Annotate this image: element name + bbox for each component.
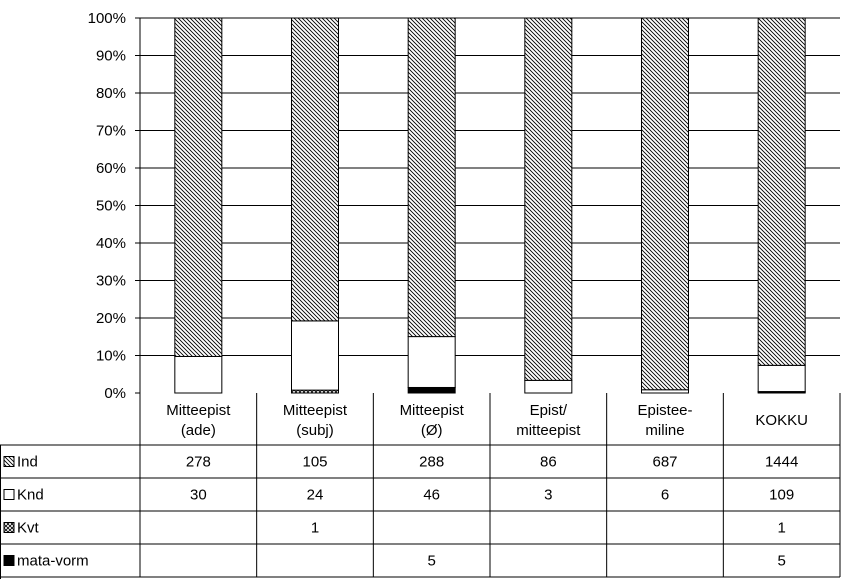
- data-label: 278: [186, 454, 211, 471]
- category-label: Epist/: [530, 402, 568, 419]
- category-label: (ade): [181, 422, 216, 439]
- data-label: 288: [419, 454, 444, 471]
- data-label: 46: [423, 487, 440, 504]
- legend-label: Kvt: [17, 520, 40, 537]
- data-label: 1: [311, 520, 319, 537]
- data-label: 1444: [765, 454, 798, 471]
- category-label: (Ø): [421, 422, 443, 439]
- y-tick-label: 90%: [96, 48, 126, 65]
- category-label: Mitteepist: [283, 402, 348, 419]
- bar-segment-knd: [524, 379, 573, 394]
- data-label: 105: [302, 454, 327, 471]
- legend-key: [3, 489, 15, 500]
- data-label: 3: [544, 487, 552, 504]
- category-label: Mitteepist: [166, 402, 231, 419]
- data-label: 86: [540, 454, 557, 471]
- bar-segment-ind: [757, 17, 806, 366]
- legend-label: Ind: [17, 454, 38, 471]
- gridlines: [140, 17, 840, 356]
- data-label: 5: [427, 553, 435, 570]
- bar-segment-ind: [174, 17, 223, 357]
- bar-segment-mata-vorm: [407, 386, 456, 394]
- bar-segment-ind: [524, 17, 573, 381]
- data-label: 1: [777, 520, 785, 537]
- legend-key: [3, 456, 15, 467]
- bar-segment-knd: [407, 336, 456, 388]
- y-tick-label: 20%: [96, 310, 126, 327]
- category-label: KOKKU: [755, 412, 808, 429]
- data-table: Mitteepist (ade) Mitteepist (subj) Mitteepis…: [0, 393, 841, 579]
- category-label: miline: [645, 422, 684, 439]
- bar-segment-ind: [291, 17, 339, 322]
- bar-segment-knd: [291, 320, 339, 391]
- bars: [174, 17, 806, 394]
- legend-label: Knd: [17, 487, 44, 504]
- category-label: (subj): [296, 422, 334, 439]
- y-tick-label: 60%: [96, 160, 126, 177]
- bar-segment-ind: [407, 17, 456, 338]
- y-tick-label: 70%: [96, 123, 126, 140]
- data-label: 6: [661, 487, 669, 504]
- category-label: Mitteepist: [400, 402, 465, 419]
- y-tick-label: 10%: [96, 348, 126, 365]
- data-label: 5: [777, 553, 785, 570]
- y-axis: 0% 10% 20% 30% 40% 50% 60% 70% 80% 90% 100%: [88, 10, 141, 402]
- category-label: Epistee-: [637, 402, 692, 419]
- bar-segment-knd: [174, 355, 223, 394]
- y-tick-label: 40%: [96, 235, 126, 252]
- y-tick-label: 0%: [104, 385, 126, 402]
- legend-key: [3, 522, 15, 533]
- bar-segment-knd: [757, 364, 806, 393]
- legend-key: [3, 555, 15, 566]
- category-label: mitteepist: [516, 422, 581, 439]
- data-label: 24: [307, 487, 324, 504]
- y-tick-label: 80%: [96, 85, 126, 102]
- data-label: 109: [769, 487, 794, 504]
- y-tick-label: 100%: [88, 10, 126, 27]
- y-tick-label: 50%: [96, 198, 126, 215]
- legend-label: mata-vorm: [17, 553, 89, 570]
- data-label: 687: [652, 454, 677, 471]
- y-tick-label: 30%: [96, 273, 126, 290]
- data-label: 30: [190, 487, 207, 504]
- bar-segment-ind: [641, 17, 689, 391]
